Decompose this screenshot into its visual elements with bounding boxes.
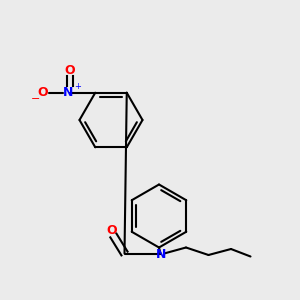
Text: N: N xyxy=(63,85,74,99)
Text: O: O xyxy=(64,64,75,77)
Text: O: O xyxy=(38,85,48,99)
Text: N: N xyxy=(156,248,167,262)
Text: +: + xyxy=(74,82,81,91)
Text: −: − xyxy=(31,94,40,104)
Text: O: O xyxy=(106,224,117,237)
